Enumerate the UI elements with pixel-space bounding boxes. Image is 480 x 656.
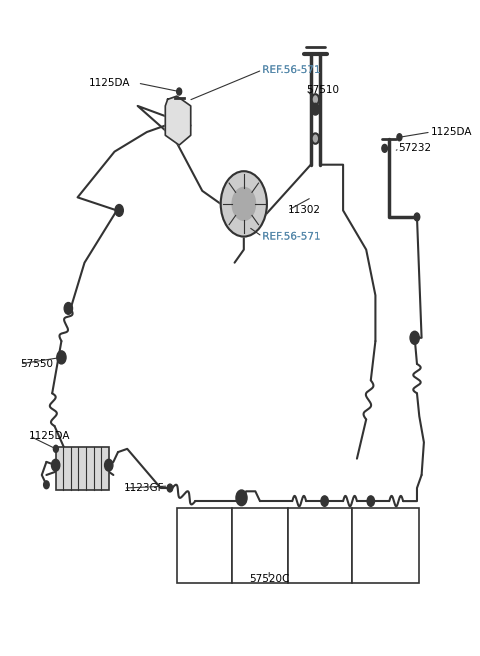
Circle shape xyxy=(177,88,181,95)
Bar xyxy=(232,508,288,583)
Text: 1125DA: 1125DA xyxy=(431,127,472,137)
Text: 1123GF: 1123GF xyxy=(124,483,164,493)
Circle shape xyxy=(312,133,319,144)
Bar xyxy=(56,447,109,489)
Circle shape xyxy=(167,484,173,492)
Text: 57510: 57510 xyxy=(306,85,339,94)
Text: REF.56-571: REF.56-571 xyxy=(262,65,321,75)
Circle shape xyxy=(312,94,319,104)
Circle shape xyxy=(397,134,402,141)
Circle shape xyxy=(44,481,49,489)
Text: 1125DA: 1125DA xyxy=(29,431,71,441)
Bar xyxy=(288,508,352,583)
Circle shape xyxy=(232,188,255,220)
Text: 57232: 57232 xyxy=(398,144,432,154)
Circle shape xyxy=(51,459,60,471)
Text: 57520C: 57520C xyxy=(249,575,289,584)
Text: REF.56-571: REF.56-571 xyxy=(262,232,321,241)
Bar xyxy=(177,508,232,583)
Circle shape xyxy=(414,213,420,221)
Circle shape xyxy=(53,445,59,453)
Circle shape xyxy=(367,496,374,506)
Circle shape xyxy=(115,205,123,216)
Circle shape xyxy=(382,144,387,152)
Circle shape xyxy=(221,171,267,237)
Text: 57550: 57550 xyxy=(20,359,53,369)
Polygon shape xyxy=(165,96,191,145)
Circle shape xyxy=(105,459,113,471)
Circle shape xyxy=(410,331,420,344)
Text: 11302: 11302 xyxy=(288,205,321,215)
Bar xyxy=(352,508,420,583)
Text: 1125DA: 1125DA xyxy=(89,78,131,88)
Circle shape xyxy=(64,302,72,314)
Circle shape xyxy=(236,490,247,506)
Circle shape xyxy=(321,496,328,506)
Circle shape xyxy=(311,103,320,115)
Circle shape xyxy=(57,351,66,364)
